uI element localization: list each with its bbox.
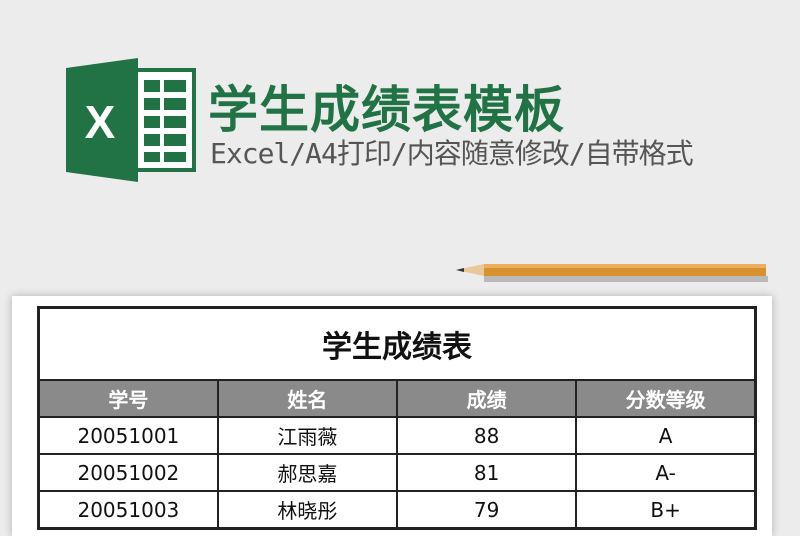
cell: A	[575, 416, 757, 455]
page-title: 学生成绩表模板	[208, 81, 565, 139]
column-header: 姓名	[216, 379, 399, 418]
cell: 郝思嘉	[216, 453, 399, 492]
column-header: 分数等级	[575, 379, 757, 418]
pencil-icon	[456, 264, 768, 282]
table-row: 20051003 林晓彤 79 B+	[37, 490, 757, 530]
excel-logo-icon: X	[66, 58, 196, 182]
table-row: 20051002 郝思嘉 81 A-	[37, 453, 757, 492]
page-subtitle: Excel/A4打印/内容随意修改/自带格式	[210, 137, 694, 170]
cell: A-	[575, 453, 757, 492]
sheet-title: 学生成绩表	[37, 306, 757, 381]
column-header: 学号	[37, 379, 219, 418]
column-header: 成绩	[395, 379, 578, 418]
table-row: 20051001 江雨薇 88 A	[37, 416, 757, 455]
cell: 林晓彤	[216, 490, 399, 530]
cell: 20051003	[37, 490, 219, 530]
svg-text:X: X	[85, 96, 116, 148]
cell: 20051001	[37, 416, 219, 455]
cell: 79	[395, 490, 578, 530]
cell: 81	[395, 453, 578, 492]
cell: 江雨薇	[216, 416, 399, 455]
cell: B+	[575, 490, 757, 530]
grade-table: 学生成绩表 学号 姓名 成绩 分数等级 20051001 江雨薇 88 A 20051…	[37, 306, 757, 530]
cell: 20051002	[37, 453, 219, 492]
cell: 88	[395, 416, 578, 455]
